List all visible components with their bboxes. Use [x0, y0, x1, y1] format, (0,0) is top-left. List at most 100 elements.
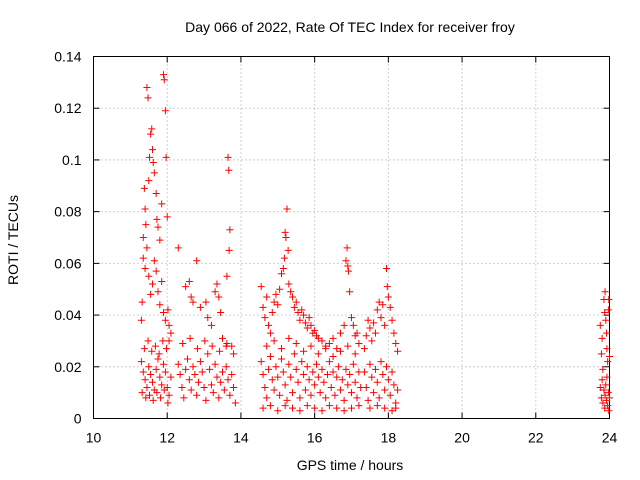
data-point	[368, 337, 376, 345]
data-point	[348, 404, 355, 412]
data-point	[283, 396, 291, 404]
data-point	[311, 327, 319, 335]
data-point	[353, 394, 361, 402]
data-point	[342, 365, 350, 373]
data-point	[316, 389, 324, 397]
data-point	[193, 257, 201, 265]
data-point	[146, 391, 154, 399]
data-point	[143, 84, 151, 92]
x-tick-label: 16	[307, 430, 323, 446]
data-point	[301, 319, 309, 327]
data-point	[285, 360, 293, 368]
data-point	[161, 107, 169, 115]
data-point	[311, 404, 319, 412]
axis-ticks	[93, 56, 610, 419]
data-point	[272, 290, 280, 298]
data-point	[390, 329, 398, 337]
data-point	[599, 365, 607, 373]
data-point	[325, 340, 333, 348]
data-point	[279, 265, 287, 273]
data-point	[292, 340, 300, 348]
data-point	[165, 337, 173, 345]
data-point	[187, 386, 195, 394]
data-point	[217, 308, 225, 316]
y-tick-labels: 0 0.02 0.04 0.06 0.08 0.1 0.12 0.14	[54, 49, 81, 427]
data-point	[333, 404, 341, 412]
data-point	[208, 342, 216, 350]
data-point	[180, 394, 188, 402]
data-point	[213, 280, 221, 288]
data-point	[602, 381, 610, 389]
data-point	[270, 386, 278, 394]
data-point	[196, 303, 204, 311]
x-tick-label: 20	[454, 430, 470, 446]
data-point	[290, 303, 298, 311]
data-point	[353, 329, 361, 337]
data-point	[219, 334, 226, 342]
data-point	[601, 308, 609, 316]
data-point	[179, 340, 187, 348]
y-tick-label: 0.04	[54, 307, 81, 323]
data-point	[263, 342, 271, 350]
data-point	[281, 381, 289, 389]
data-point	[200, 383, 208, 391]
data-point	[301, 386, 309, 394]
data-point	[149, 396, 157, 404]
data-point	[226, 226, 234, 234]
data-point	[307, 391, 315, 399]
data-point	[160, 308, 168, 316]
data-point	[225, 246, 233, 254]
y-tick-label: 0.1	[62, 152, 82, 168]
data-point	[342, 257, 350, 265]
x-axis-title: GPS time / hours	[297, 457, 404, 473]
data-point	[596, 383, 604, 391]
data-point	[187, 293, 195, 301]
data-point	[276, 285, 284, 293]
data-point	[155, 350, 163, 358]
data-point	[279, 368, 287, 376]
data-point	[154, 355, 162, 363]
data-point	[318, 365, 326, 373]
data-point	[270, 298, 278, 306]
data-point	[284, 246, 292, 254]
data-point	[384, 293, 392, 301]
data-point	[373, 402, 381, 410]
data-point	[345, 267, 353, 275]
data-point	[202, 298, 210, 306]
data-point	[183, 355, 191, 363]
data-point	[371, 329, 379, 337]
data-point	[298, 306, 306, 314]
data-point	[348, 314, 355, 322]
data-point	[320, 378, 328, 386]
y-tick-label: 0.14	[54, 49, 81, 65]
data-point	[296, 316, 304, 324]
data-point	[196, 358, 204, 366]
data-point	[215, 293, 223, 301]
data-point	[145, 177, 153, 185]
data-point	[370, 319, 378, 327]
data-point	[176, 371, 184, 379]
data-point	[141, 205, 149, 213]
data-point	[322, 345, 330, 353]
data-point	[309, 368, 317, 376]
data-point	[324, 371, 332, 379]
data-point	[228, 371, 236, 379]
data-point	[388, 407, 396, 415]
data-point	[386, 391, 394, 399]
data-point	[311, 381, 319, 389]
data-point	[307, 321, 315, 329]
data-point	[314, 334, 322, 342]
data-point	[219, 368, 226, 376]
data-point	[152, 267, 160, 275]
data-point	[150, 257, 158, 265]
data-point	[268, 308, 276, 316]
data-point	[283, 205, 291, 213]
data-point	[226, 391, 234, 399]
data-point	[174, 244, 182, 252]
data-point	[605, 296, 613, 304]
data-point	[366, 404, 374, 412]
data-point	[333, 373, 341, 381]
data-point	[379, 301, 387, 309]
data-point	[186, 334, 194, 342]
data-point	[364, 316, 372, 324]
